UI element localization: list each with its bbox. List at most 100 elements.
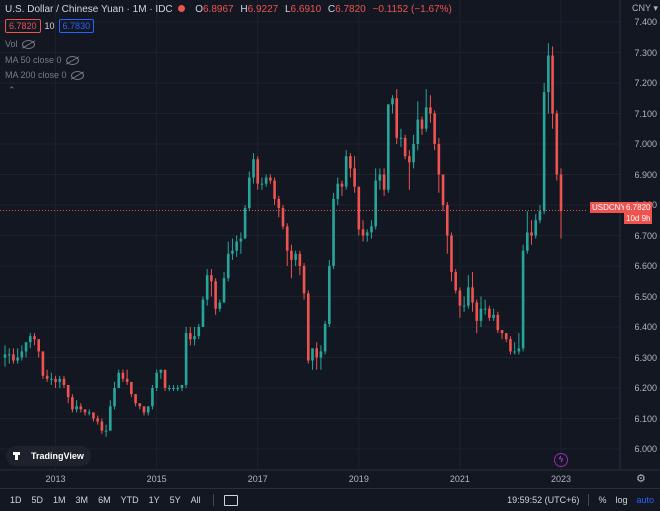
candle-down: [429, 107, 432, 114]
log-toggle[interactable]: log: [615, 495, 628, 505]
legend: U.S. Dollar / Chinese Yuan · 1M · IDC O6…: [5, 4, 452, 16]
candle-down: [281, 208, 285, 227]
high-value: 6.9227: [247, 4, 279, 15]
candle-up: [424, 107, 428, 129]
candle-down: [269, 177, 272, 181]
price-tick-label: 6.300: [634, 352, 657, 363]
candle-down: [340, 183, 344, 187]
candle-up: [231, 250, 234, 254]
candle-up: [247, 177, 251, 209]
change-value: −0.1152 (−1.67%): [372, 4, 452, 15]
candle-up: [252, 159, 255, 178]
candle-down: [559, 174, 563, 212]
candles: [3, 43, 563, 437]
candle-up: [391, 98, 394, 105]
candle-down: [96, 418, 99, 422]
clock[interactable]: 19:59:52 (UTC+6): [507, 495, 580, 505]
percent-toggle[interactable]: %: [598, 495, 607, 505]
price-tick-label: 7.200: [634, 78, 657, 88]
low-value: 6.6910: [290, 4, 322, 15]
candle-up: [416, 119, 420, 144]
logo-text: TradingView: [31, 451, 84, 461]
candlestick-chart[interactable]: [0, 0, 660, 488]
indicator-label: Vol: [5, 39, 18, 49]
candle-down: [273, 180, 276, 199]
candle-down: [66, 384, 70, 398]
timeframe-3m[interactable]: 3M: [75, 495, 89, 505]
candle-up: [218, 302, 222, 309]
candle-up: [16, 357, 19, 361]
indicator-ma200[interactable]: MA 200 close 0: [5, 70, 84, 80]
candle-down: [403, 137, 407, 157]
price-tick-label: 6.000: [634, 444, 657, 454]
timeframe-1d[interactable]: 1D: [10, 495, 22, 505]
eye-icon[interactable]: [70, 70, 84, 80]
indicator-ma50[interactable]: MA 50 close 0: [5, 55, 79, 65]
price-tick-label: 6.200: [634, 383, 657, 393]
gear-icon[interactable]: ⚙: [636, 473, 646, 485]
candle-up: [235, 241, 238, 251]
lightning-icon[interactable]: ϟ: [554, 453, 568, 467]
candle-down: [420, 119, 424, 129]
candle-up: [319, 351, 323, 358]
timeframe-5d[interactable]: 5D: [31, 495, 44, 505]
candle-down: [79, 406, 83, 410]
candle-up: [75, 406, 78, 410]
legend-dot: [178, 5, 186, 12]
candle-up: [184, 333, 188, 385]
trade-row: 6.7820 10 6.7830: [5, 19, 95, 33]
timeframe-ytd[interactable]: YTD: [120, 495, 139, 505]
eye-icon[interactable]: [21, 39, 35, 49]
date-range-icon[interactable]: [223, 494, 238, 506]
candle-down: [555, 113, 559, 175]
sell-button[interactable]: 6.7820: [5, 19, 41, 33]
candle-down: [142, 406, 146, 413]
timeframe-5y[interactable]: 5Y: [169, 495, 181, 505]
candle-up: [172, 388, 175, 389]
open-label: O: [195, 4, 203, 15]
candle-down: [475, 302, 479, 321]
timeframe-1m[interactable]: 1M: [53, 495, 66, 505]
candle-down: [306, 293, 310, 361]
eye-icon[interactable]: [65, 55, 79, 65]
chart-grid: [0, 0, 620, 470]
countdown-tag: 10d 9h: [624, 213, 653, 224]
timeframe-6m[interactable]: 6M: [98, 495, 111, 505]
timeframe-all[interactable]: All: [190, 495, 201, 505]
currency-label[interactable]: CNY ▾: [632, 3, 658, 13]
timeframe-1y[interactable]: 1Y: [148, 495, 160, 505]
candle-down: [285, 226, 289, 251]
close-label: C: [327, 4, 336, 15]
candle-up: [534, 220, 538, 236]
candle-down: [37, 339, 41, 352]
candle-up: [113, 388, 116, 407]
candle-down: [210, 275, 213, 282]
chevron-up-icon[interactable]: ⌃: [8, 85, 16, 95]
candle-down: [509, 339, 512, 352]
time-tick-label: 2021: [449, 474, 470, 484]
candle-up: [243, 208, 247, 239]
candle-down: [100, 421, 104, 431]
indicator-vol[interactable]: Vol: [5, 39, 35, 49]
tradingview-logo[interactable]: TradingView: [6, 446, 91, 466]
divider: [588, 494, 590, 506]
candle-down: [357, 186, 361, 230]
candle-up: [538, 211, 542, 221]
time-tick-label: 2015: [146, 474, 167, 484]
auto-toggle[interactable]: auto: [636, 495, 654, 505]
candle-up: [222, 278, 226, 303]
candle-down: [130, 381, 133, 395]
time-tick-label: 2013: [45, 474, 66, 484]
candle-up: [264, 177, 268, 184]
candle-down: [41, 351, 45, 376]
candle-up: [7, 354, 11, 356]
candle-up: [176, 388, 180, 389]
last-price-tag: 6.7820: [624, 202, 653, 213]
candle-down: [71, 397, 74, 410]
candle-down: [189, 333, 192, 340]
buy-button[interactable]: 6.7830: [58, 19, 95, 33]
candle-down: [349, 156, 352, 169]
candle-up: [365, 232, 369, 236]
candle-down: [121, 372, 125, 379]
price-tick-label: 6.900: [634, 169, 657, 180]
